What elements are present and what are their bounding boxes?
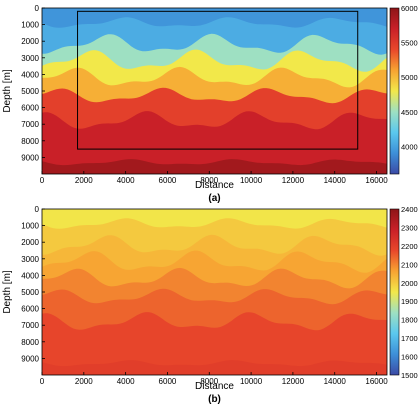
x-tick-label: 0 xyxy=(40,377,45,386)
panel-label: (b) xyxy=(208,394,221,405)
x-tick-label: 8000 xyxy=(200,377,218,386)
colorbar-tick-label: 6000 xyxy=(401,4,418,13)
x-tick-label: 10000 xyxy=(240,176,263,185)
colorbar xyxy=(389,208,400,376)
colorbar-tick-label: 1600 xyxy=(401,353,418,362)
y-tick-label: 6000 xyxy=(21,305,39,314)
panel-0: 0 2000 4000 6000 8000 10000 12000 14000 16000 0 10… xyxy=(2,4,418,204)
y-tick-label: 5000 xyxy=(21,87,39,96)
colorbar-tick-label: 1800 xyxy=(401,316,418,325)
y-tick-label: 7000 xyxy=(21,321,39,330)
x-tick-label: 8000 xyxy=(200,176,218,185)
x-tick-label: 2000 xyxy=(75,176,93,185)
colorbar-tick-label: 2000 xyxy=(401,279,418,288)
x-tick-label: 2000 xyxy=(75,377,93,386)
x-tick-label: 12000 xyxy=(282,176,305,185)
y-tick-label: 8000 xyxy=(21,338,39,347)
y-tick-label: 2000 xyxy=(21,37,39,46)
colorbar-tick-label: 1900 xyxy=(401,297,418,306)
x-tick-label: 6000 xyxy=(159,377,177,386)
y-tick-label: 2000 xyxy=(21,238,39,247)
y-tick-label: 9000 xyxy=(21,354,39,363)
y-tick-label: 4000 xyxy=(21,271,39,280)
colorbar-tick-label: 4500 xyxy=(401,108,418,117)
velocity-layers xyxy=(42,17,387,174)
colorbar-tick-label: 4000 xyxy=(401,142,418,151)
x-tick-label: 10000 xyxy=(240,377,263,386)
y-axis-label: Depth [m] xyxy=(2,69,13,113)
region-box xyxy=(77,10,359,150)
x-tick-label: 4000 xyxy=(117,377,135,386)
panel-label: (a) xyxy=(208,193,220,204)
y-tick-label: 3000 xyxy=(21,255,39,264)
panel-1: 0 2000 4000 6000 8000 10000 12000 14000 16000 0 10… xyxy=(2,205,418,405)
y-tick-label: 4000 xyxy=(21,70,39,79)
colorbar xyxy=(389,7,400,175)
y-tick-label: 1000 xyxy=(21,222,39,231)
x-tick-label: 14000 xyxy=(324,176,347,185)
y-tick-label: 9000 xyxy=(21,153,39,162)
colorbar-tick-label: 2300 xyxy=(401,223,418,232)
layer-6 xyxy=(42,360,387,375)
layer-5 xyxy=(42,111,387,174)
x-tick-label: 16000 xyxy=(365,377,388,386)
x-axis-label: Distance xyxy=(195,381,234,392)
x-axis-label: Distance xyxy=(195,180,234,191)
y-axis-label: Depth [m] xyxy=(2,270,13,314)
colorbar-tick-label: 1700 xyxy=(401,334,418,343)
colorbar-tick-label: 2400 xyxy=(401,205,418,214)
colorbar-tick-label: 5000 xyxy=(401,73,418,82)
y-tick-label: 8000 xyxy=(21,137,39,146)
y-tick-label: 7000 xyxy=(21,120,39,129)
y-tick-label: 0 xyxy=(35,4,40,13)
y-tick-label: 0 xyxy=(35,205,40,214)
colorbar-tick-label: 1500 xyxy=(401,371,418,380)
x-tick-label: 14000 xyxy=(324,377,347,386)
y-tick-label: 1000 xyxy=(21,21,39,30)
y-tick-label: 5000 xyxy=(21,288,39,297)
velocity-layers xyxy=(42,218,387,375)
y-tick-label: 3000 xyxy=(21,54,39,63)
x-tick-label: 12000 xyxy=(282,377,305,386)
colorbar-tick-label: 5500 xyxy=(401,39,418,48)
layer-5 xyxy=(42,312,387,375)
colorbar-tick-label: 2200 xyxy=(401,242,418,251)
y-tick-label: 6000 xyxy=(21,104,39,113)
x-tick-label: 16000 xyxy=(365,176,388,185)
x-tick-label: 0 xyxy=(40,176,45,185)
colorbar-tick-label: 2100 xyxy=(401,260,418,269)
layer-6 xyxy=(42,159,387,174)
x-tick-label: 4000 xyxy=(117,176,135,185)
x-tick-label: 6000 xyxy=(159,176,177,185)
